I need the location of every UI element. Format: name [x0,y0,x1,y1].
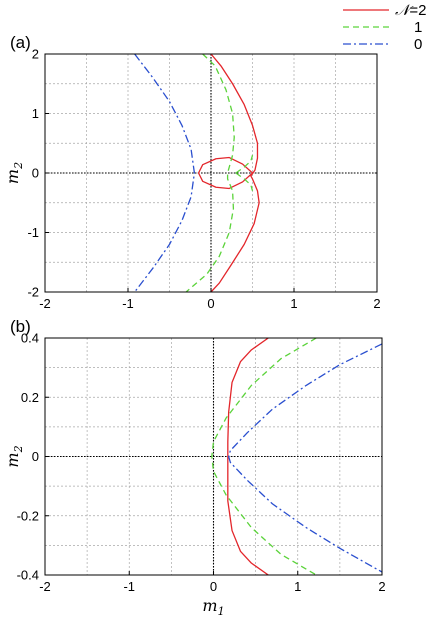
series-curve-1-segment-2 [235,172,254,192]
y-tick-label: 2 [32,47,39,62]
x-tick-label: -1 [123,579,135,594]
panel-label: (a) [10,33,31,52]
x-tick-label: 2 [378,579,385,594]
x-axis-label: m1 [202,596,224,618]
y-tick-label: 0.4 [21,331,39,346]
y-axis-label: m2 [3,445,25,467]
x-tick-label: -2 [39,296,51,311]
y-tick-label: -0.2 [17,508,39,523]
y-tick-label: 0 [32,449,39,464]
x-tick-label: 2 [373,296,380,311]
y-tick-label: -1 [27,225,39,240]
legend-label-0: 𝒩=2 [395,1,426,19]
x-tick-label: -1 [122,296,134,311]
x-tick-label: 0 [210,579,217,594]
y-tick-label: -2 [27,285,39,300]
x-tick-label: 1 [294,579,301,594]
y-tick-label: 1 [32,106,39,121]
y-tick-label: -0.4 [17,568,39,583]
series-curve-0-segment-0 [227,338,269,575]
y-axis-label: m2 [3,162,25,184]
series-curve-1-segment-1 [235,154,254,174]
panel-b: -2 -1 0 1 2 -0.4 -0.2 0 0.2 0.4(b) m2 m1 [3,317,386,618]
legend-label-1: 1 [414,19,422,36]
y-tick-label: 0.2 [21,390,39,405]
series-curve-1-segment-0 [211,338,317,575]
x-tick-label: -2 [39,579,51,594]
x-tick-label: 0 [207,296,214,311]
y-tick-label: 0 [32,166,39,181]
series-curve-1-segment-0 [185,54,235,292]
legend: 𝒩=210 [343,1,426,53]
series-curve-2-segment-0 [134,54,196,292]
legend-label-2: 0 [414,36,422,53]
panel-label: (b) [10,317,31,336]
series-curve-0-segment-0 [210,54,260,292]
x-tick-label: 1 [290,296,297,311]
series-curve-0-segment-1 [197,156,253,190]
series-curve-2-segment-0 [228,343,382,573]
